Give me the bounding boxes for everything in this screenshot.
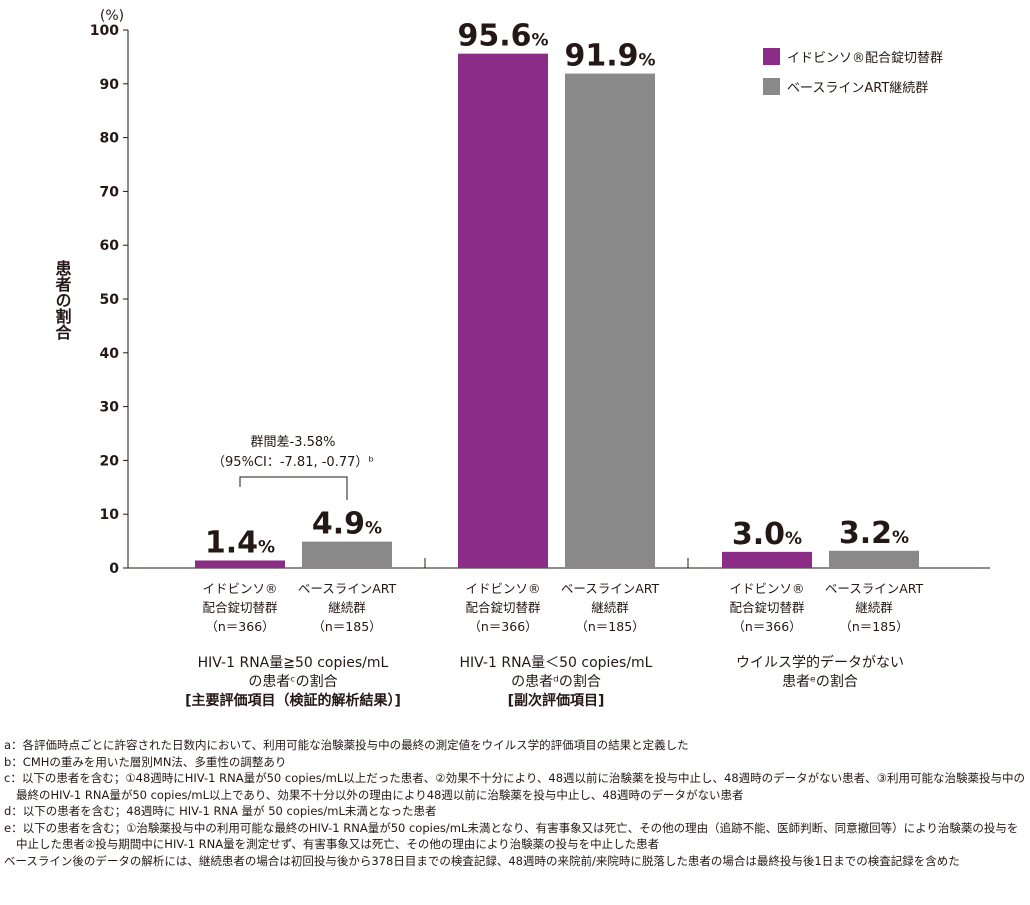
y-tick-label: 100 — [90, 23, 119, 39]
y-tick-label: 30 — [100, 400, 120, 416]
bar-group-label: （n＝366） — [732, 619, 801, 634]
bar-group-label: イドビンソ® — [202, 581, 277, 596]
bar-continue-2 — [829, 550, 919, 568]
y-axis-label: 患者の割合 — [53, 259, 73, 341]
footnote: d：以下の患者を含む；48週時に HIV-1 RNA 量が 50 copies/… — [4, 804, 437, 818]
data-label: 3.2% — [839, 516, 909, 551]
bar-chart: (%) 患者の割合 0 10 20 30 40 50 60 70 80 90 100 1.4% 95.… — [53, 8, 990, 709]
category-label: [副次評価項目] — [508, 692, 605, 709]
bar-continue-0 — [302, 541, 392, 568]
bar-group-label: イドビンソ® — [729, 581, 804, 596]
bar-group-label: （n＝185） — [312, 619, 381, 634]
legend-swatch — [763, 48, 780, 65]
data-label: 1.4% — [205, 525, 275, 560]
footnote: b：CMHの重みを用いた層別MN法、多重性の調整あり — [4, 754, 287, 769]
category-label: HIV-1 RNA量＜50 copies/mL — [460, 655, 653, 671]
bar-group-label: 継続群 — [328, 600, 366, 615]
y-tick-label: 10 — [100, 507, 120, 523]
bar-group-label: 継続群 — [855, 600, 893, 615]
bar-group-label: 配合錠切替群 — [202, 600, 278, 615]
legend-label: ベースラインART継続群 — [787, 81, 928, 96]
data-label: 91.9% — [564, 39, 655, 74]
annotation-line1: 群間差-3.58% — [251, 435, 336, 450]
y-tick-label: 50 — [100, 292, 120, 308]
bar-continue-1 — [565, 73, 655, 568]
category-label: ウイルス学的データがない — [736, 654, 904, 671]
y-tick-label: 70 — [100, 184, 120, 200]
footnotes: a：各評価時点ごとに許容された日数内において、利用可能な治験薬投与中の最終の測定… — [4, 737, 1028, 869]
y-tick-label: 20 — [100, 453, 120, 469]
y-tick-label: 90 — [100, 77, 120, 93]
x-labels: イドビンソ® 配合錠切替群 （n＝366） イドビンソ® 配合錠切替群 （n＝366） イド… — [185, 581, 923, 709]
footnote: e：以下の患者を含む；①治験薬投与中の利用可能な最終のHIV-1 RNA量が50… — [4, 820, 1019, 852]
bar-group-label: （n＝185） — [839, 619, 908, 634]
footnote: a：各評価時点ごとに許容された日数内において、利用可能な治験薬投与中の最終の測定… — [4, 738, 689, 752]
y-unit: (%) — [100, 8, 124, 24]
category-label: の患者ᵈの割合 — [511, 673, 601, 690]
bar-switch-2 — [722, 551, 812, 568]
y-tick-label: 40 — [100, 346, 120, 362]
bar-group-label: ベースラインART — [561, 581, 660, 596]
data-label: 95.6% — [457, 19, 548, 54]
bar-switch-1 — [458, 53, 548, 569]
bar-group-label: ベースラインART — [825, 581, 924, 596]
bar-group-label: 配合錠切替群 — [729, 600, 805, 615]
category-label: HIV-1 RNA量≧50 copies/mL — [198, 655, 389, 671]
bar-group-label: （n＝366） — [468, 619, 537, 634]
data-label: 3.0% — [732, 517, 802, 552]
footnote: ベースライン後のデータの解析には、継続患者の場合は初回投与後から378日目までの… — [4, 853, 960, 868]
data-label: 4.9% — [312, 507, 382, 542]
y-tick-label: 0 — [109, 561, 119, 577]
y-tick-label: 80 — [100, 131, 120, 147]
bar-group-label: （n＝185） — [575, 619, 644, 634]
annotation-bracket — [239, 476, 348, 500]
bar-group-label: （n＝366） — [205, 619, 274, 634]
bar-group-label: ベースラインART — [298, 581, 397, 596]
y-tick-label: 60 — [100, 238, 120, 254]
y-axis: 0 10 20 30 40 50 60 70 80 90 100 — [90, 23, 990, 577]
difference-annotation: 群間差-3.58% （95%CI：-7.81, -0.77）ᵇ — [212, 435, 374, 500]
category-label: 患者ᵉの割合 — [782, 673, 858, 690]
bar-switch-0 — [195, 560, 285, 568]
legend-swatch — [763, 78, 780, 95]
bars: 1.4% 95.6% 3.0% 4.9% 91.9% 3.2% — [195, 19, 919, 569]
annotation-line2: （95%CI：-7.81, -0.77）ᵇ — [212, 455, 374, 470]
bar-group-label: 継続群 — [591, 600, 629, 615]
category-label: [主要評価項目（検証的解析結果）] — [185, 692, 401, 709]
category-label: の患者ᶜの割合 — [248, 673, 337, 690]
bar-group-label: 配合錠切替群 — [465, 600, 541, 615]
bar-group-label: イドビンソ® — [465, 581, 540, 596]
legend-label: イドビンソ®配合錠切替群 — [787, 51, 943, 66]
footnote: c：以下の患者を含む；①48週時にHIV-1 RNA量が50 copies/mL… — [4, 771, 1025, 802]
